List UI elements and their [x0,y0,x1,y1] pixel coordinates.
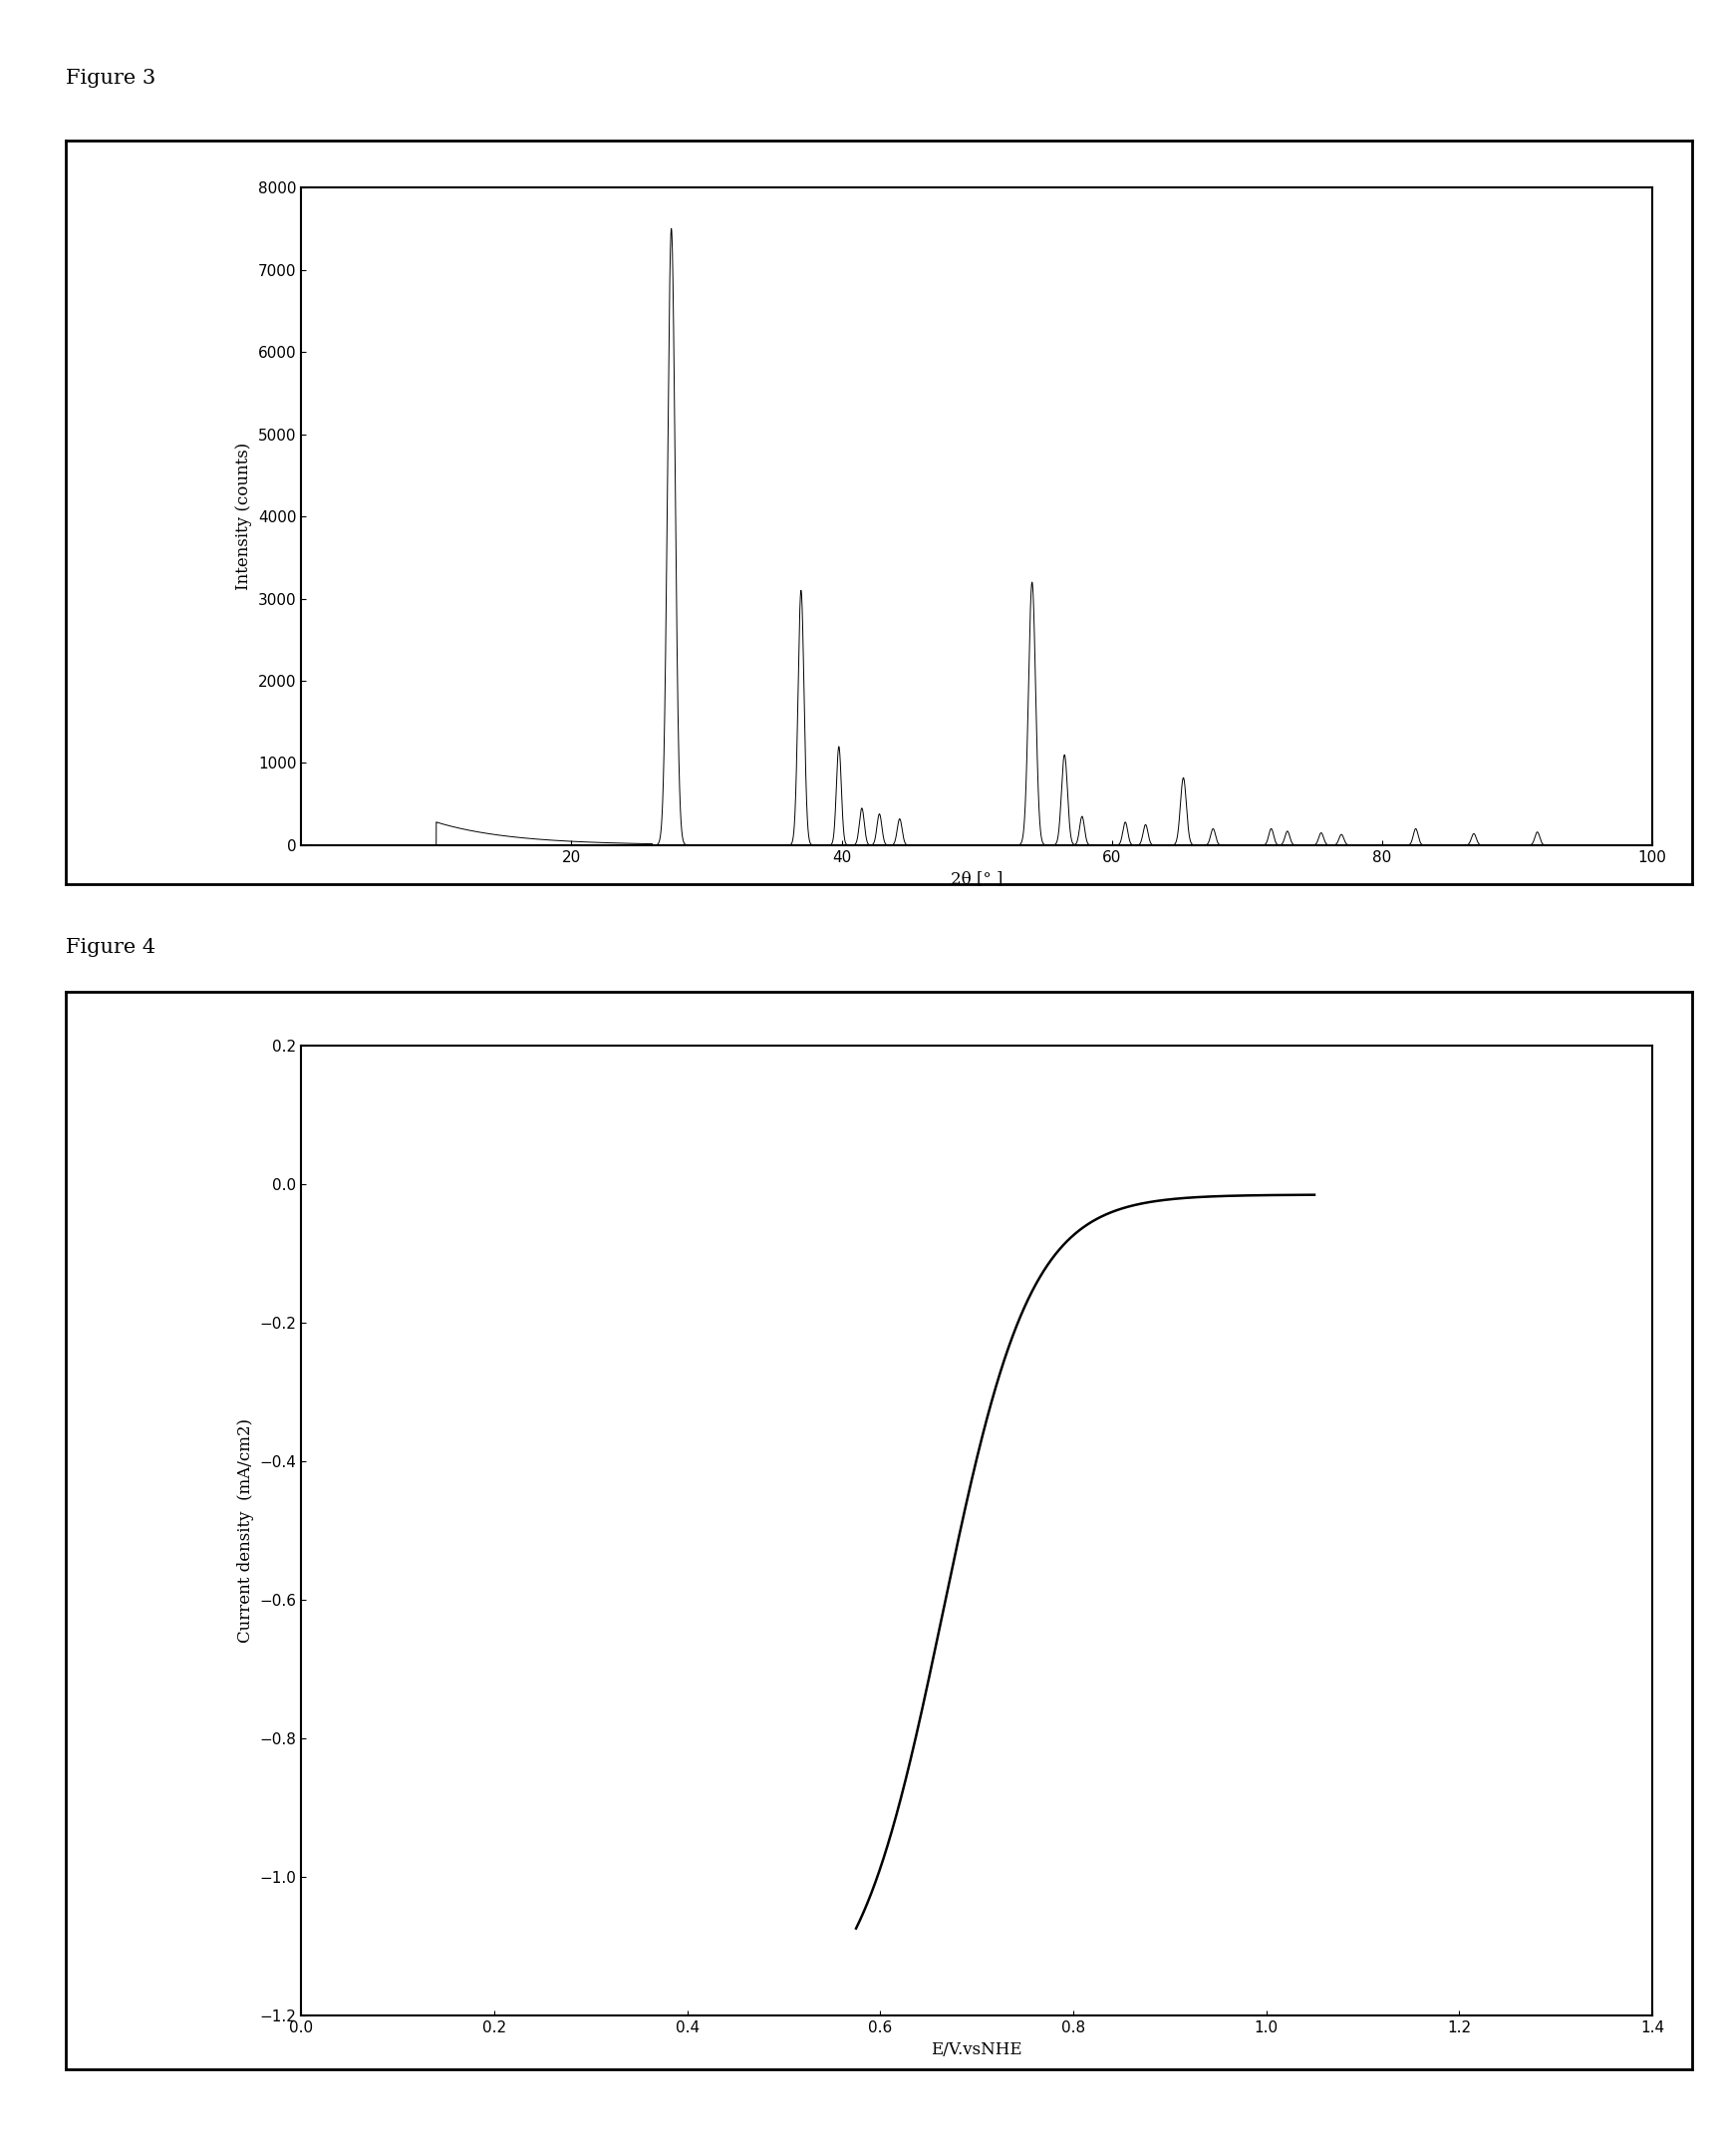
Text: Figure 4: Figure 4 [65,938,155,957]
X-axis label: E/V.vsNHE: E/V.vsNHE [931,2042,1022,2059]
Text: Figure 3: Figure 3 [65,69,155,88]
Y-axis label: Current density  (mA/cm2): Current density (mA/cm2) [237,1419,255,1643]
X-axis label: 2θ [° ]: 2θ [° ] [950,871,1003,888]
Y-axis label: Intensity (counts): Intensity (counts) [236,442,253,591]
